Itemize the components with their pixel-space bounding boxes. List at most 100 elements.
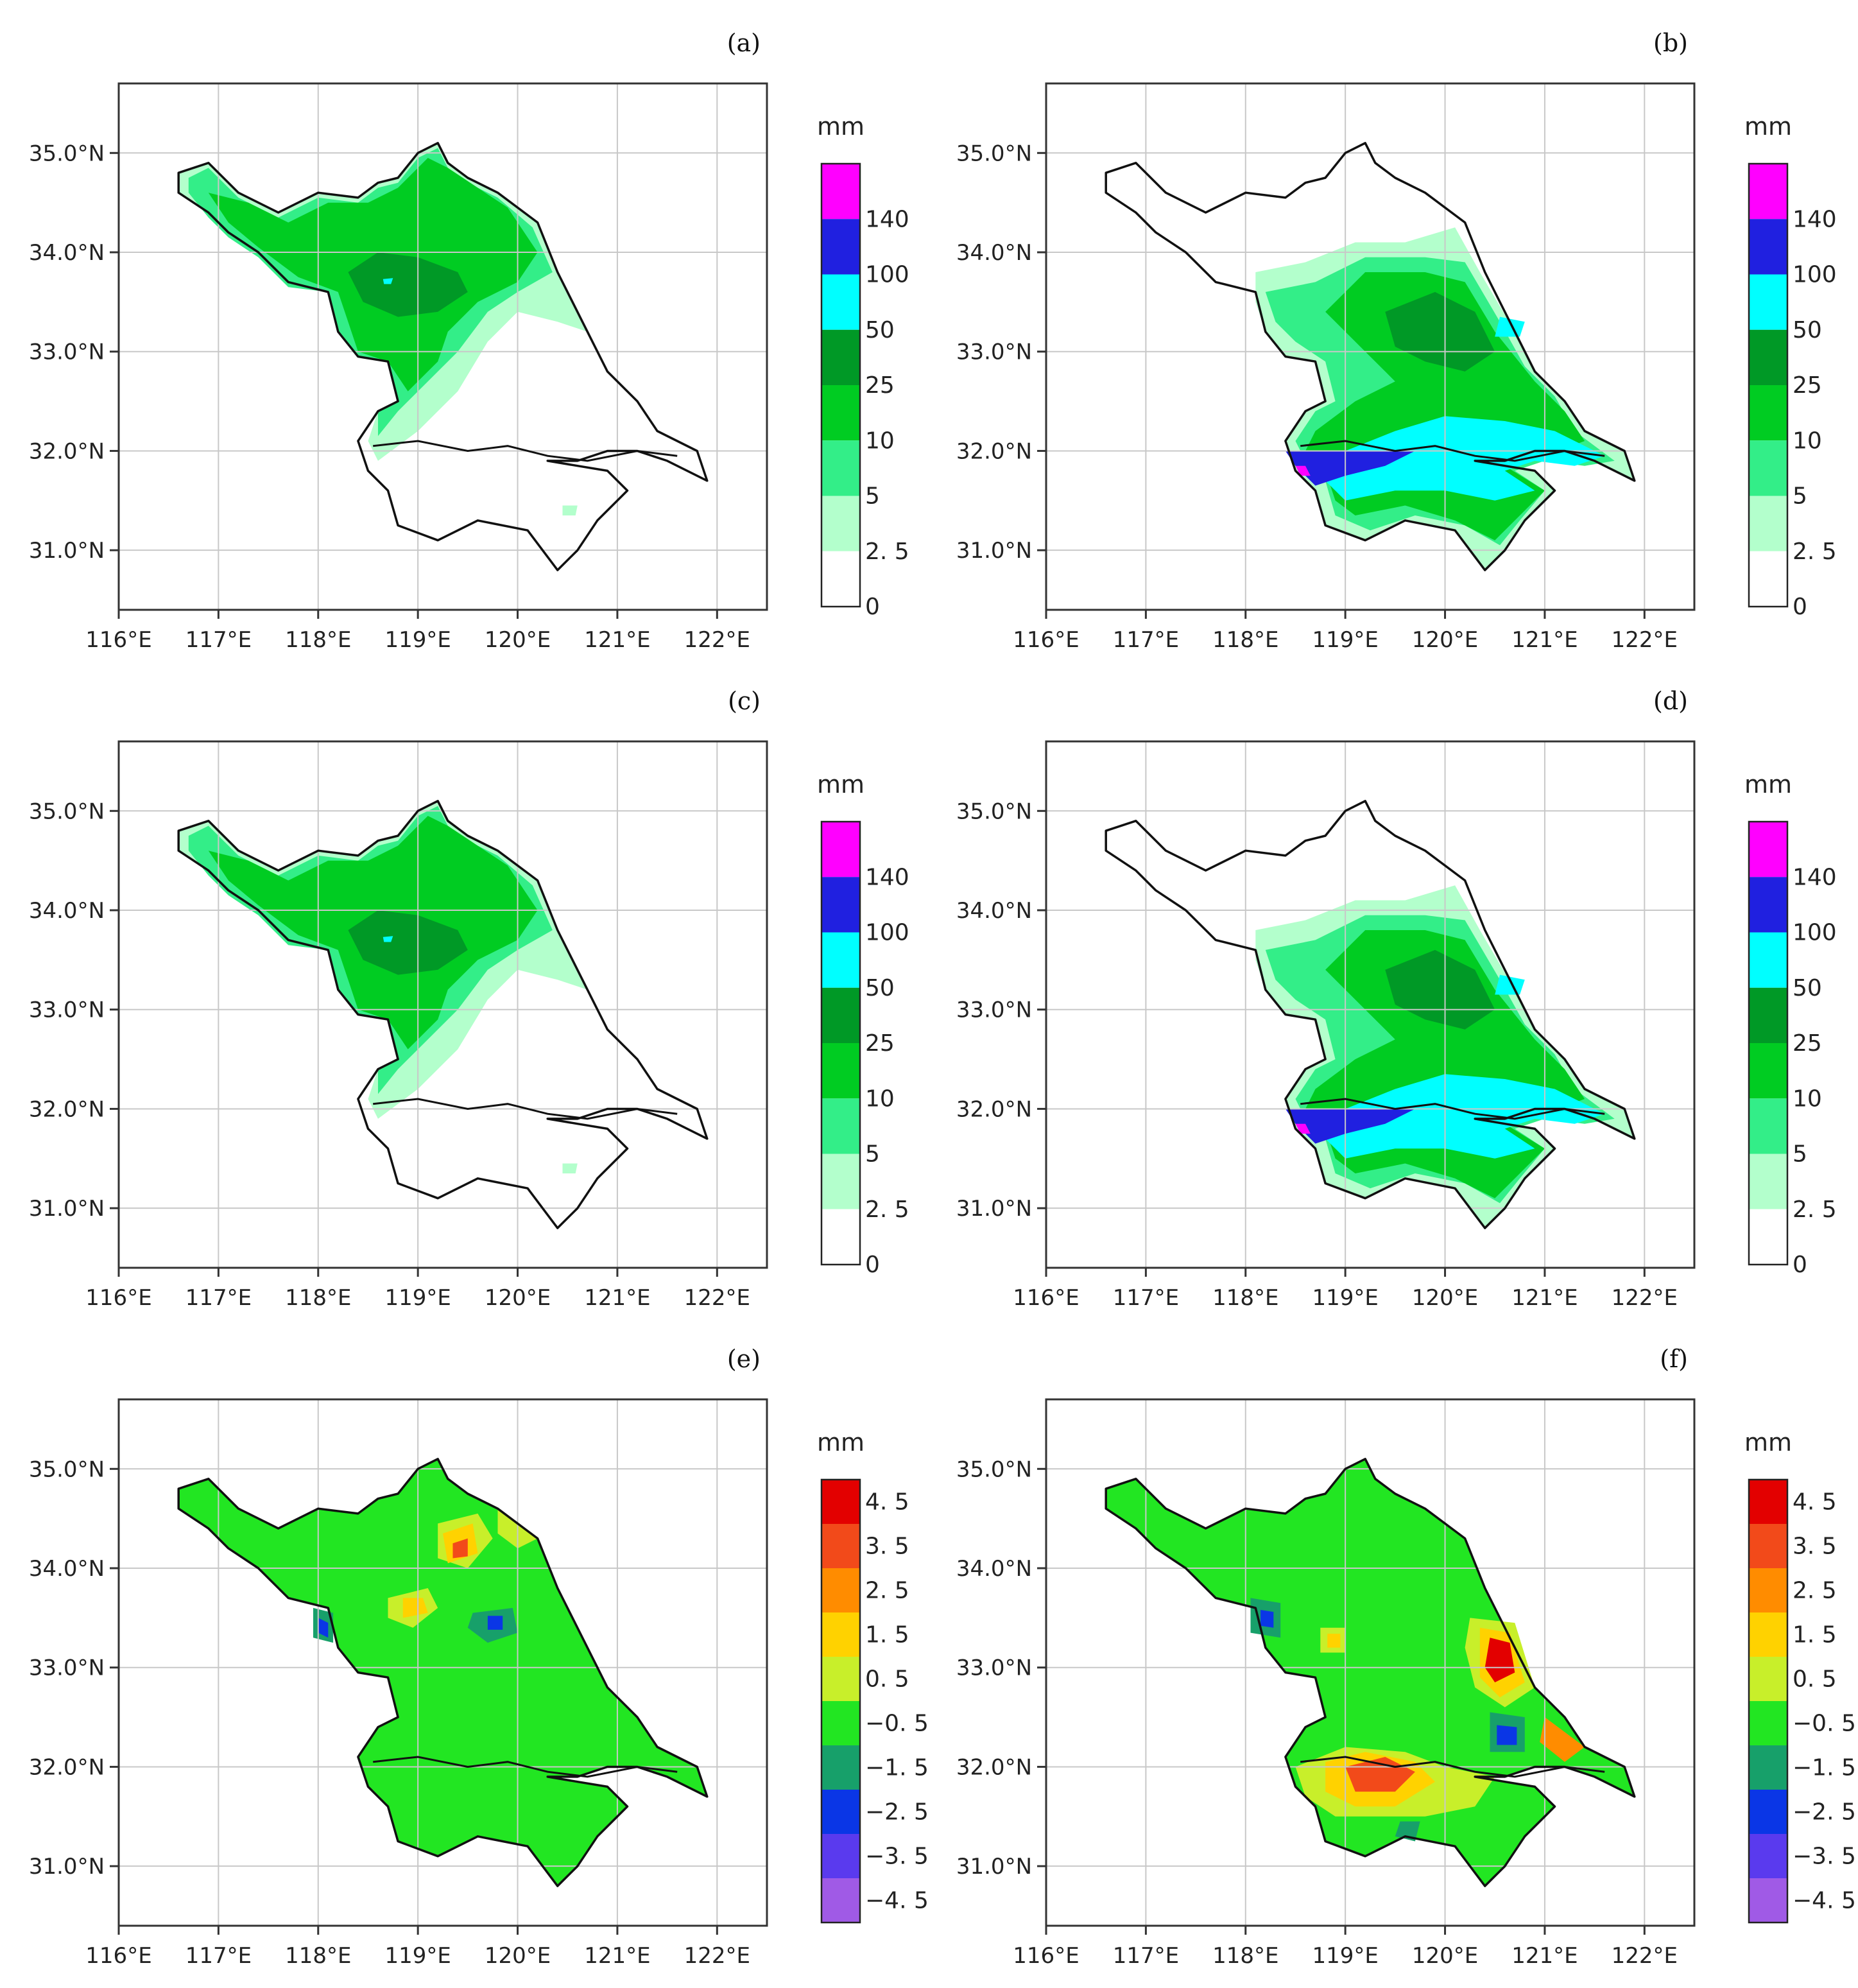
region-fill: [348, 910, 468, 975]
colorbar-label: 10: [1793, 1085, 1822, 1112]
colorbar-unit: mm: [817, 770, 864, 799]
colorbar-label: 25: [865, 372, 895, 399]
x-tick-label: 116°E: [85, 627, 151, 653]
y-tick-label: 33.0°N: [29, 340, 105, 365]
colorbar-label: 2. 5: [1793, 539, 1837, 565]
colorbar-cell: [1749, 1745, 1787, 1790]
x-tick-label: 119°E: [384, 627, 451, 653]
y-tick-label: 34.0°N: [956, 240, 1032, 266]
panel-a: 116°E 117°E 118°E 119°E 120°E 121°E 122°E 35.0°…: [29, 29, 909, 653]
colorbar-cell: [1749, 1568, 1787, 1612]
region-fill: [318, 1618, 329, 1638]
colorbar-cell: [1749, 329, 1787, 385]
region-fill: [1106, 1458, 1635, 1887]
river-line: [373, 440, 678, 462]
colorbar-unit: mm: [1744, 770, 1792, 799]
x-tick-label: 121°E: [584, 1943, 650, 1969]
x-tick-label: 122°E: [1612, 1285, 1678, 1311]
x-tick-label: 116°E: [1013, 627, 1079, 653]
panel-label: (f): [1660, 1345, 1688, 1373]
y-tick-label: 33.0°N: [956, 998, 1032, 1023]
region-fill: [178, 1458, 707, 1887]
river-line: [1300, 1756, 1605, 1778]
x-tick-label: 120°E: [1412, 1285, 1478, 1311]
colorbar-label: 4. 5: [1793, 1489, 1837, 1516]
province-outline: [177, 1458, 709, 1887]
y-tick-label: 34.0°N: [956, 898, 1032, 924]
x-tick-label: 121°E: [1511, 1943, 1578, 1969]
region-fill: [1305, 416, 1605, 501]
x-tick-label: 116°E: [1013, 1285, 1079, 1311]
river-line: [373, 1756, 678, 1778]
region-fill: [383, 278, 393, 284]
region-fill: [1484, 1638, 1515, 1682]
x-tick-label: 118°E: [285, 627, 351, 653]
region-fill: [562, 505, 578, 515]
colorbar-label: −2. 5: [1793, 1799, 1856, 1826]
colorbar-label: 3. 5: [1793, 1534, 1837, 1560]
y-tick-label: 31.0°N: [956, 538, 1032, 564]
y-tick-label: 35.0°N: [29, 1456, 105, 1482]
y-tick-label: 33.0°N: [956, 1655, 1032, 1681]
region-fill: [1395, 1821, 1420, 1842]
colorbar-label: −4. 5: [1793, 1888, 1856, 1914]
x-tick-label: 116°E: [85, 1285, 151, 1311]
colorbar-cell: [821, 551, 860, 607]
y-tick-label: 34.0°N: [29, 898, 105, 924]
colorbar-label: 140: [1793, 864, 1837, 890]
x-tick-label: 119°E: [1312, 627, 1378, 653]
x-tick-label: 118°E: [1212, 1943, 1278, 1969]
colorbar-cell: [1749, 1612, 1787, 1657]
x-tick-label: 120°E: [485, 627, 551, 653]
province-outline: [177, 800, 709, 1229]
colorbar-label: 10: [865, 1085, 895, 1112]
colorbar-cell: [821, 1834, 860, 1878]
colorbar-cell: [1749, 1154, 1787, 1209]
colorbar-cell: [821, 219, 860, 275]
x-tick-label: 121°E: [584, 627, 650, 653]
region-fill: [562, 1163, 578, 1173]
colorbar-frame: [1748, 1478, 1789, 1924]
colorbar-cell: [821, 1657, 860, 1701]
region-fill: [1285, 451, 1415, 486]
x-tick-label: 116°E: [85, 1943, 151, 1969]
colorbar-cell: [821, 440, 860, 496]
panel-label: (c): [728, 687, 761, 715]
colorbar-cell: [821, 987, 860, 1043]
x-tick-label: 122°E: [684, 627, 750, 653]
colorbar-cell: [1749, 385, 1787, 441]
colorbar-cell: [1749, 1098, 1787, 1154]
map-frame: [1045, 82, 1696, 611]
panel-d: 116°E 117°E 118°E 119°E 120°E 121°E 122°E 35.0°…: [956, 687, 1837, 1311]
colorbar-unit: mm: [817, 112, 864, 141]
colorbar-label: 0: [1793, 594, 1807, 620]
colorbar-cell: [821, 1480, 860, 1524]
colorbar-cell: [821, 932, 860, 988]
colorbar-label: 0: [865, 594, 880, 620]
panel-label: (d): [1653, 687, 1688, 715]
colorbar-label: 140: [865, 864, 909, 890]
colorbar-cell: [821, 274, 860, 330]
y-tick-label: 33.0°N: [956, 340, 1032, 365]
colorbar-label: 3. 5: [865, 1534, 909, 1560]
y-tick-label: 34.0°N: [29, 1556, 105, 1582]
colorbar-label: 100: [1793, 920, 1837, 946]
region-fill: [1305, 1074, 1605, 1159]
region-fill: [383, 936, 393, 942]
x-tick-label: 122°E: [684, 1943, 750, 1969]
panel-label: (e): [727, 1345, 761, 1373]
colorbar-cell: [821, 877, 860, 933]
map-frame: [1045, 1398, 1696, 1927]
colorbar-cell: [821, 329, 860, 385]
panel-b: 116°E 117°E 118°E 119°E 120°E 121°E 122°E 35.0°…: [956, 29, 1837, 653]
x-tick-label: 118°E: [285, 1943, 351, 1969]
colorbar-label: 100: [865, 262, 909, 288]
x-tick-label: 118°E: [1212, 627, 1278, 653]
colorbar-cell: [1749, 1524, 1787, 1568]
map-frame: [1045, 740, 1696, 1269]
colorbar-cell: [821, 1701, 860, 1745]
colorbar-label: 50: [1793, 317, 1822, 343]
colorbar-label: 5: [1793, 1141, 1807, 1168]
colorbar-frame: [820, 162, 861, 608]
colorbar-label: 10: [1793, 428, 1822, 454]
